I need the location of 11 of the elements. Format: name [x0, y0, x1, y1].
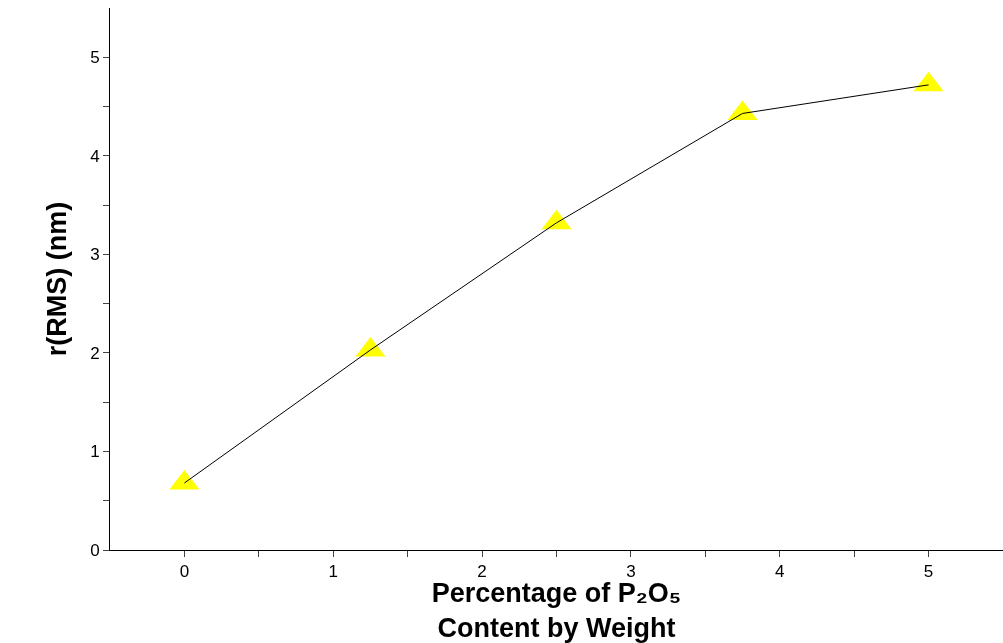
x-tick-label: 1	[328, 562, 338, 582]
y-tick-label: 5	[90, 48, 100, 68]
y-tick-label: 3	[90, 245, 100, 265]
y-tick-label: 1	[90, 442, 100, 462]
y-tick-label: 2	[90, 343, 100, 363]
y-tick-label: 4	[90, 146, 100, 166]
x-tick-label: 4	[775, 562, 785, 582]
x-tick-label: 5	[923, 562, 934, 582]
y-tick-label: 0	[90, 540, 100, 560]
x-tick-label: 0	[179, 562, 190, 582]
y-axis-title: r(RMS) (nm)	[42, 201, 73, 357]
